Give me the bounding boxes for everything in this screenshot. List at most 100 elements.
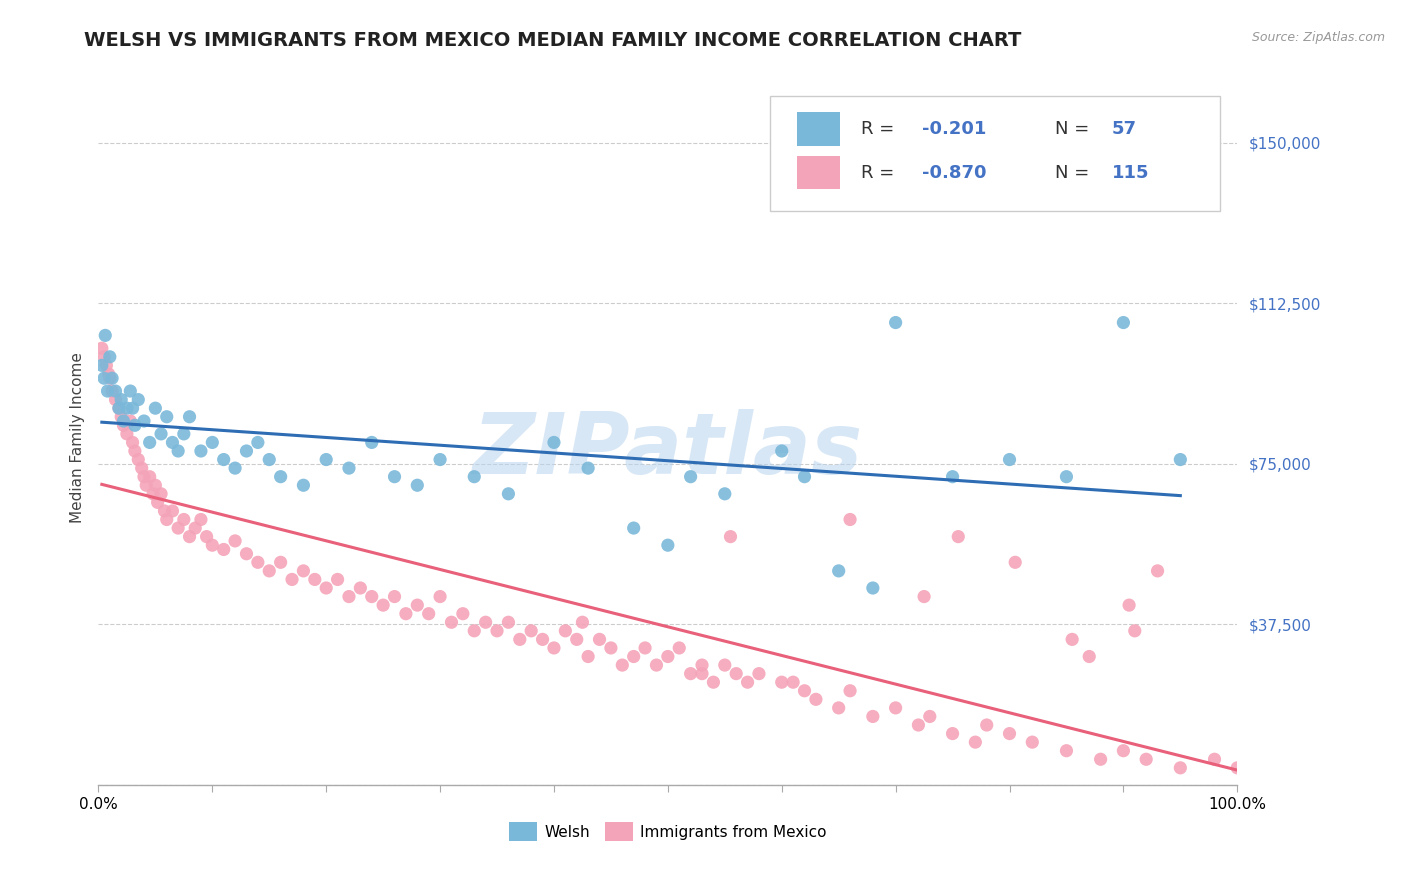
Point [337, 461, 360, 475]
Point [793, 683, 815, 698]
Point [429, 590, 451, 604]
Point [1170, 761, 1192, 775]
Point [315, 581, 337, 595]
Point [463, 469, 485, 483]
Point [429, 452, 451, 467]
Point [770, 675, 793, 690]
Point [315, 452, 337, 467]
Point [190, 512, 212, 526]
Point [418, 607, 440, 621]
Point [371, 598, 394, 612]
Y-axis label: Median Family Income: Median Family Income [69, 351, 84, 523]
Point [235, 547, 257, 561]
Point [1056, 469, 1078, 483]
Point [690, 666, 713, 681]
Point [93, 350, 115, 364]
Point [101, 384, 124, 398]
Text: N =: N = [1054, 120, 1090, 138]
Point [138, 469, 160, 483]
Legend: Welsh, Immigrants from Mexico: Welsh, Immigrants from Mexico [503, 816, 832, 847]
Point [179, 530, 201, 544]
Point [948, 530, 970, 544]
Point [725, 666, 748, 681]
Point [714, 658, 737, 673]
Point [839, 683, 862, 698]
Point [576, 649, 599, 664]
Point [1090, 752, 1112, 766]
FancyBboxPatch shape [770, 96, 1220, 211]
Text: R =: R = [862, 120, 894, 138]
Point [576, 461, 599, 475]
Point [110, 392, 132, 407]
Point [108, 401, 131, 416]
Point [1078, 649, 1101, 664]
Point [96, 384, 118, 398]
Point [97, 367, 120, 381]
Point [131, 461, 153, 475]
Point [96, 359, 118, 373]
Point [184, 521, 207, 535]
Point [259, 452, 281, 467]
Point [124, 444, 146, 458]
Point [839, 512, 862, 526]
Point [588, 632, 610, 647]
Point [349, 581, 371, 595]
Point [121, 435, 143, 450]
Point [463, 624, 485, 638]
Point [156, 409, 179, 424]
Point [173, 426, 195, 441]
Point [1112, 744, 1135, 758]
Point [531, 632, 554, 647]
Point [162, 504, 184, 518]
Point [1021, 735, 1043, 749]
Text: R =: R = [862, 164, 894, 182]
Text: N =: N = [1054, 164, 1090, 182]
Point [737, 675, 759, 690]
Text: 115: 115 [1112, 164, 1150, 182]
Point [127, 392, 149, 407]
Point [104, 392, 127, 407]
Point [101, 371, 124, 385]
Point [509, 632, 531, 647]
Point [942, 469, 965, 483]
Point [120, 384, 142, 398]
Point [1118, 598, 1140, 612]
Point [127, 452, 149, 467]
Point [90, 341, 112, 355]
Point [690, 658, 713, 673]
Point [337, 590, 360, 604]
Point [714, 487, 737, 501]
Point [153, 504, 176, 518]
Point [98, 371, 121, 385]
Point [94, 328, 117, 343]
Point [112, 418, 135, 433]
Point [543, 435, 565, 450]
Point [486, 624, 509, 638]
Point [406, 598, 429, 612]
Point [884, 701, 907, 715]
Point [451, 607, 474, 621]
Point [884, 316, 907, 330]
Point [93, 371, 115, 385]
Text: ZIPatlas: ZIPatlas [472, 409, 863, 492]
Point [270, 555, 292, 569]
Point [304, 573, 326, 587]
Point [146, 495, 169, 509]
Point [623, 521, 645, 535]
Point [942, 726, 965, 740]
Point [668, 640, 690, 655]
Point [976, 718, 998, 732]
Point [862, 581, 884, 595]
Point [326, 573, 349, 587]
Point [679, 469, 702, 483]
Point [115, 426, 138, 441]
Point [1146, 564, 1168, 578]
Point [554, 624, 576, 638]
Point [360, 590, 382, 604]
Point [360, 435, 382, 450]
Point [498, 615, 520, 630]
Point [1062, 632, 1084, 647]
Point [132, 414, 155, 428]
Point [212, 542, 235, 557]
Point [998, 452, 1021, 467]
